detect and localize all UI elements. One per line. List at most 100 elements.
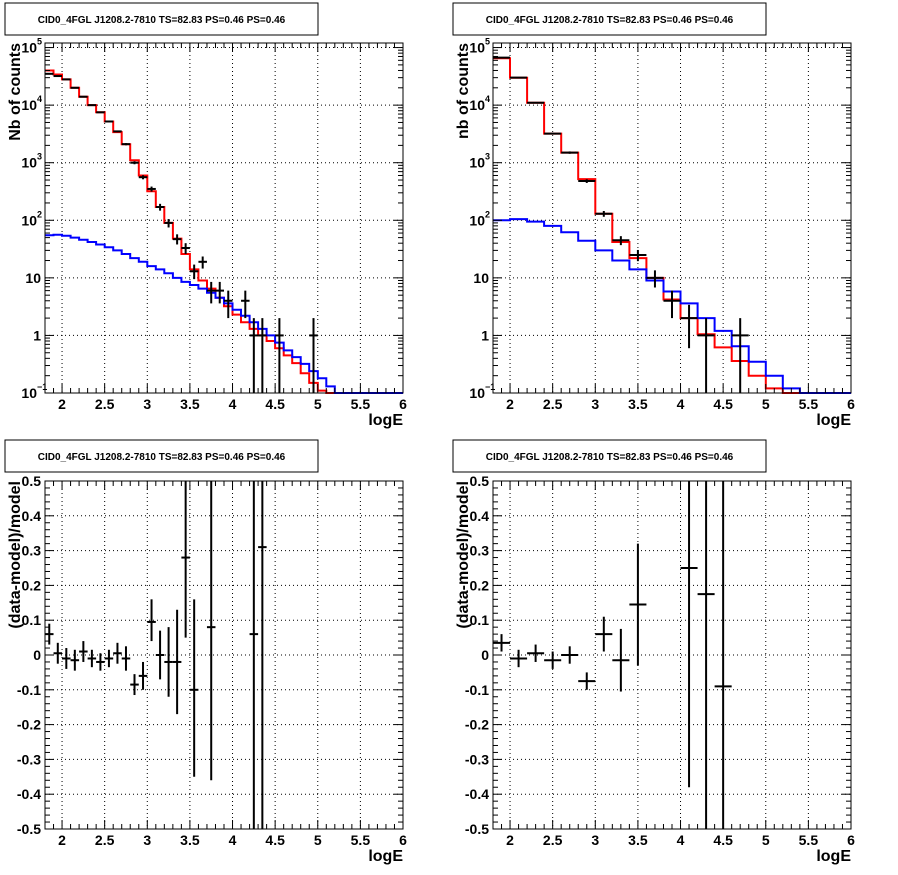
x-axis-title: logE xyxy=(816,412,851,429)
title-box xyxy=(4,2,319,36)
y-tick-label: 0.3 xyxy=(22,543,42,559)
x-tick-label: 3 xyxy=(591,832,599,848)
grid xyxy=(493,481,851,829)
data-point xyxy=(680,481,698,788)
series-line-1 xyxy=(493,218,851,394)
data-point xyxy=(121,646,131,671)
x-tick-label: 4 xyxy=(677,396,685,412)
data-point xyxy=(714,481,732,829)
x-axis-title: logE xyxy=(368,412,403,429)
data-point xyxy=(113,642,122,664)
x-axis: 2 2.5 3 3.5 4 4.5 5 5.5 6 xyxy=(44,43,407,412)
data-point xyxy=(561,151,579,154)
y-axis-title: nb of counts xyxy=(455,43,472,139)
y-tick-exponent: 4 xyxy=(485,94,490,104)
data-point xyxy=(595,616,613,652)
y-tick-label: -0.3 xyxy=(17,751,41,767)
grid xyxy=(45,43,403,393)
series-line-1 xyxy=(45,233,403,394)
y-tick-label: 0.4 xyxy=(470,508,490,524)
x-tick-label: 3 xyxy=(143,832,151,848)
y-axis: -0.5 -0.4 -0.3 -0.2 -0.1 0 0.1 0.2 0.3 0.4 0.5 xyxy=(465,473,851,837)
data-points xyxy=(45,481,267,829)
data-point xyxy=(578,179,596,183)
y-tick-exponent: −1 xyxy=(37,382,47,392)
data-point xyxy=(697,318,715,393)
data-point xyxy=(172,609,182,715)
data-point xyxy=(258,318,267,393)
y-tick-label: -0.2 xyxy=(17,717,41,733)
panel-top-left: CID0_4FGL J1208.2-7810 TS=82.83 PS=0.46 … xyxy=(4,2,407,429)
x-tick-label: 4 xyxy=(229,832,237,848)
x-tick-label: 5.5 xyxy=(799,396,819,412)
x-tick-label: 5.5 xyxy=(351,832,371,848)
data-point xyxy=(121,143,131,146)
data-points xyxy=(493,56,749,393)
x-tick-label: 5 xyxy=(314,832,322,848)
data-point xyxy=(155,203,165,211)
data-point xyxy=(181,481,190,638)
data-point xyxy=(663,290,681,319)
y-axis-title: Nb of counts xyxy=(7,43,24,141)
y-tick-label: 0.2 xyxy=(22,577,42,593)
data-point xyxy=(206,481,216,781)
data-point xyxy=(155,630,165,680)
data-point xyxy=(493,634,511,652)
data-point xyxy=(275,318,284,393)
x-tick-label: 5 xyxy=(762,832,770,848)
y-tick-label: 10 xyxy=(469,212,485,228)
x-tick-label: 5 xyxy=(762,396,770,412)
data-point xyxy=(544,651,562,669)
data-point xyxy=(79,95,88,98)
x-tick-label: 5.5 xyxy=(351,396,371,412)
y-tick-exponent: 5 xyxy=(37,37,42,47)
data-point xyxy=(147,599,156,642)
y-axis-title: (data-model)/model xyxy=(455,481,472,629)
x-tick-label: 4.5 xyxy=(265,832,285,848)
y-tick-label: -0.3 xyxy=(465,751,489,767)
x-axis: 2 2.5 3 3.5 4 4.5 5 5.5 6 xyxy=(492,481,855,848)
data-point xyxy=(130,674,139,696)
data-point xyxy=(241,290,250,319)
y-tick-label: 0.5 xyxy=(22,473,42,489)
x-tick-label: 2.5 xyxy=(543,832,563,848)
x-tick-label: 6 xyxy=(399,396,407,412)
data-point xyxy=(70,649,80,671)
data-point xyxy=(87,104,97,107)
y-tick-label: 10 xyxy=(21,385,37,401)
data-point xyxy=(113,130,122,133)
data-point xyxy=(104,649,114,668)
y-tick-label: 0 xyxy=(481,647,489,663)
x-tick-label: 2 xyxy=(506,832,514,848)
data-points xyxy=(45,72,318,393)
data-point xyxy=(62,648,71,669)
x-tick-label: 6 xyxy=(847,396,855,412)
data-point xyxy=(87,649,97,668)
grid xyxy=(45,481,403,829)
x-tick-label: 4.5 xyxy=(713,396,733,412)
plot-frame xyxy=(492,42,852,394)
y-tick-exponent: 3 xyxy=(485,152,490,162)
data-point xyxy=(249,318,259,393)
title-box xyxy=(452,439,767,473)
data-point xyxy=(79,641,88,662)
x-tick-label: 2 xyxy=(506,396,514,412)
data-points xyxy=(493,481,732,829)
chart-title: CID0_4FGL J1208.2-7810 TS=82.83 PS=0.46 … xyxy=(486,15,734,26)
data-point xyxy=(189,264,199,280)
y-tick-label: 10 xyxy=(21,155,37,171)
data-point xyxy=(612,628,630,692)
x-tick-label: 3.5 xyxy=(180,832,200,848)
y-tick-label: -0.2 xyxy=(465,717,489,733)
y-tick-exponent: 4 xyxy=(37,94,42,104)
x-tick-label: 3 xyxy=(143,396,151,412)
y-tick-label: -0.5 xyxy=(465,821,489,837)
y-tick-label: 10 xyxy=(469,40,485,56)
x-tick-label: 2 xyxy=(58,396,66,412)
data-point xyxy=(62,78,71,81)
x-tick-label: 4.5 xyxy=(265,396,285,412)
x-tick-label: 2.5 xyxy=(95,832,115,848)
y-axis-title: (data-model)/model xyxy=(7,481,24,629)
data-point xyxy=(697,481,715,829)
